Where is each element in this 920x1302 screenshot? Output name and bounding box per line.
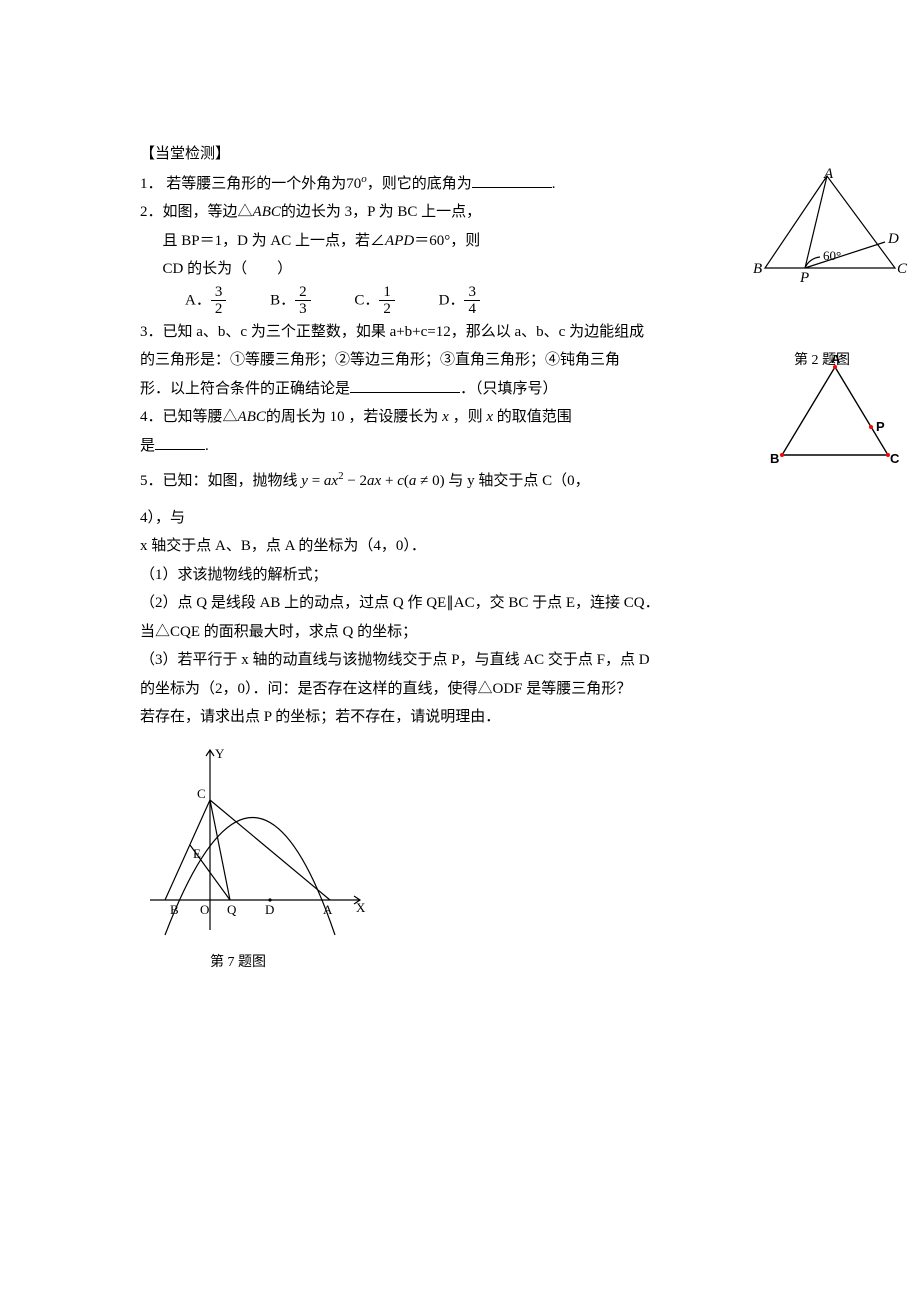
q4-tri: △ (223, 409, 238, 425)
question-3: 3．已知 a、b、c 为三个正整数，如果 a+b+c=12，那么以 a、b、c … (140, 318, 790, 404)
question-5: 5．已知：如图，抛物线 y = ax2 − 2ax + c(a ≠ 0) 与 y… (140, 466, 790, 977)
q2-l3: CD 的长为（ ） (140, 255, 790, 284)
q2-l2-a: 且 BP＝1，D 为 AC 上一点，若 (163, 233, 371, 249)
q3-l3b: ．（只填序号） (460, 381, 558, 397)
figure-q5-caption: 第 7 题图 (140, 950, 790, 977)
figure-q2: A B C D P 60° (745, 168, 910, 294)
q2-optD-den: 4 (464, 301, 480, 318)
q5-eq: = (308, 473, 324, 489)
q2-l1-b: 的边长为 3，P 为 BC 上一点， (281, 204, 481, 220)
q3-l1: 3．已知 a、b、c 为三个正整数，如果 a+b+c=12，那么以 a、b、c … (140, 318, 790, 347)
q1-text-b: ，则它的底角为 (367, 176, 472, 192)
q3-l3a: 形．以上符合条件的正确结论是 (140, 381, 350, 397)
q5-ne: ≠ 0 (416, 473, 439, 489)
fig3-label-X: X (356, 900, 366, 915)
q3-blank (350, 377, 460, 393)
q2-optD-label: D． (439, 292, 465, 308)
q5-a2: a (367, 473, 375, 489)
q5-l7: （3）若平行于 x 轴的动直线与该抛物线交于点 P，与直线 AC 交于点 F，点… (140, 646, 790, 675)
worksheet: 【当堂检测】 1． 若等腰三角形的一个外角为70o，则它的底角为. A B C … (140, 140, 790, 977)
fig3-label-B: B (170, 902, 179, 917)
fig2-label-A: A (831, 355, 841, 366)
fig2-label-B: B (770, 451, 779, 466)
fig1-label-A: A (823, 168, 834, 182)
q2-ang: ∠ (370, 233, 385, 249)
q4-l2b: . (205, 438, 209, 454)
q5-c: c (397, 473, 404, 489)
fig3-label-Y: Y (215, 746, 225, 761)
q4-d: 的取值范围 (497, 409, 572, 425)
q4-x2: x (486, 409, 493, 425)
q5-l8: 的坐标为（2，0）．问：是否存在这样的直线，使得△ODF 是等腰三角形？ (140, 675, 790, 704)
question-1: 1． 若等腰三角形的一个外角为70o，则它的底角为. (140, 169, 790, 199)
q5-y: y (301, 473, 308, 489)
q2-l2-b: ＝60°，则 (414, 233, 480, 249)
q1-text-a: 1． 若等腰三角形的一个外角为 (140, 176, 346, 192)
q2-tri: △ (238, 204, 253, 220)
q5-l1a: 5．已知：如图，抛物线 (140, 473, 301, 489)
q4-blank (155, 434, 205, 450)
q5-l2: 4），与 (140, 504, 790, 533)
q4-abc: ABC (238, 409, 266, 425)
fig3-label-C: C (197, 786, 206, 801)
figure-q5: Y X C E B O Q D A 第 7 题图 (140, 740, 790, 977)
q4-x1: x (442, 409, 449, 425)
question-4: 4．已知等腰△ABC的周长为 10 ，若设腰长为 x ，则 x 的取值范围 是. (140, 403, 790, 460)
q1-blank (472, 172, 552, 188)
q2-optB-num: 2 (295, 284, 311, 302)
q5-l6: 当△CQE 的面积最大时，求点 Q 的坐标； (140, 618, 790, 647)
q2-l1-a: 2．如图，等边 (140, 204, 238, 220)
fig3-label-Q: Q (227, 902, 237, 917)
fig1-angle-60: 60° (823, 248, 841, 263)
q5-l9: 若存在，请求出点 P 的坐标；若不存在，请说明理由． (140, 703, 790, 732)
q2-apd: APD (385, 233, 414, 249)
q2-optB-den: 3 (295, 301, 311, 318)
q5-m: − 2 (344, 473, 367, 489)
q2-optB-label: B． (270, 292, 295, 308)
q1-angle-num: 70 (346, 176, 361, 192)
q2-optC-label: C． (354, 292, 379, 308)
q2-optA-num: 3 (211, 284, 227, 302)
question-2: A B C D P 60° 2．如图，等边△ABC的边长为 3，P 为 BC 上… (140, 198, 790, 318)
q2-optD-num: 3 (464, 284, 480, 302)
fig3-label-D: D (265, 902, 274, 917)
q5-l5: （2）点 Q 是线段 AB 上的动点，过点 Q 作 QE∥AC，交 BC 于点 … (140, 589, 790, 618)
section-header: 【当堂检测】 (140, 140, 790, 169)
q2-optC-den: 2 (379, 301, 395, 318)
q5-p: + (381, 473, 397, 489)
q2-optC-num: 1 (379, 284, 395, 302)
q2-optA-label: A． (185, 292, 211, 308)
q2-abc: ABC (253, 204, 281, 220)
q4-c: ，则 (453, 409, 483, 425)
fig2-label-P: P (876, 419, 885, 434)
q5-l3: x 轴交于点 A、B，点 A 的坐标为（4，0）． (140, 532, 790, 561)
q2-options: A．32 B．23 C．12 D．34 (140, 284, 790, 318)
q5-l1b: 与 y 轴交于点 C（0， (445, 473, 590, 489)
fig1-label-B: B (753, 261, 762, 277)
q2-optA-den: 2 (211, 301, 227, 318)
q1-text-c: . (552, 176, 556, 192)
fig3-label-O: O (200, 902, 209, 917)
fig3-label-A: A (323, 902, 333, 917)
q5-l4: （1）求该抛物线的解析式； (140, 561, 790, 590)
q4-b: 的周长为 10 ，若设腰长为 (266, 409, 439, 425)
fig1-label-C: C (897, 261, 908, 277)
fig1-label-P: P (799, 270, 809, 283)
fig1-label-D: D (887, 231, 899, 247)
fig2-label-C: C (890, 451, 900, 466)
q3-l2: 的三角形是：①等腰三角形；②等边三角形；③直角三角形；④钝角三角 (140, 346, 790, 375)
q4-l2a: 是 (140, 438, 155, 454)
fig3-label-E: E (193, 846, 201, 861)
q4-a: 4．已知等腰 (140, 409, 223, 425)
figure-right-triangle: A B C P (770, 355, 900, 481)
